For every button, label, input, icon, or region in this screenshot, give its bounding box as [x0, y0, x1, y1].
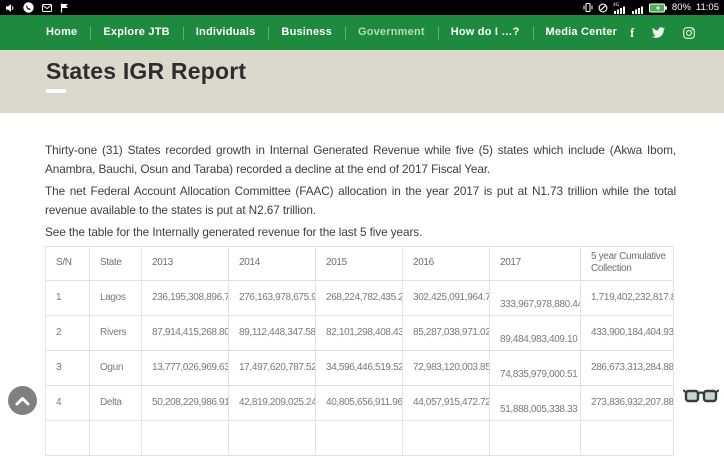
nav-item-media-center[interactable]: Media Center [533, 15, 630, 50]
table-cell: 82,101,298,408.43 [315, 314, 403, 351]
table-cell: 13,777,026,969.63 [141, 349, 229, 386]
table-cell: 17,497,620,787.52 [228, 349, 316, 386]
table-header-cell: 2014 [228, 245, 316, 281]
igr-table-body: 1 Lagos 236,195,308,896.71 276,163,978,675.… [45, 279, 674, 456]
table-cell [89, 419, 142, 456]
table-cell: Rivers [89, 314, 142, 351]
table-row-partial [45, 419, 674, 456]
table-cell [402, 419, 490, 456]
nav-list: Home Explore JTB Individuals Business Govern… [33, 15, 630, 50]
table-cell: 1 [45, 279, 90, 316]
table-cell: 89,112,448,347.58 [228, 314, 316, 351]
table-cell: 44,057,915,472.72 [402, 384, 490, 421]
table-header-cell: State [89, 245, 142, 281]
intro-paragraph-3: See the table for the Internally generat… [45, 225, 423, 239]
signal-sim1-icon: 4G [613, 2, 626, 14]
table-header-cell: S/N [45, 245, 90, 281]
page-title: States IGR Report [46, 58, 247, 84]
scroll-to-top-button[interactable] [8, 386, 37, 415]
table-cell: 286,673,313,284.88 [580, 349, 674, 386]
title-underline [46, 89, 66, 93]
twitter-icon[interactable] [652, 27, 666, 38]
table-cell: 4 [45, 384, 90, 421]
page-header: States IGR Report [0, 50, 724, 113]
table-cell: 302,425,091,964.78 [402, 279, 490, 316]
table-cell: 72,983,120,003.85 [402, 349, 490, 386]
table-cell [580, 419, 674, 456]
clock-time: 11:05 [695, 2, 719, 13]
table-row: 2 Rivers 87,914,415,268.80 89,112,448,347.5… [45, 314, 674, 351]
table-cell [141, 419, 229, 456]
nav-item-how-do-i[interactable]: How do I …? [438, 15, 533, 50]
igr-table: S/N State 2013 2014 2015 2016 2017 5 year Cumul… [45, 245, 674, 456]
table-cell: 40,805,656,911.96 [315, 384, 403, 421]
table-cell: Ogun [89, 349, 142, 386]
table-row: 3 Ogun 13,777,026,969.63 17,497,620,787.52 3… [45, 349, 674, 386]
call-circle-icon [23, 2, 34, 13]
table-cell: 50,208,229,986.91 [141, 384, 229, 421]
table-cell: Lagos [89, 279, 142, 316]
table-cell: 333,967,978,880.44 [489, 279, 581, 316]
nav-item-explore-jtb[interactable]: Explore JTB [90, 15, 182, 50]
table-cell: 85,287,038,971.02 [402, 314, 490, 351]
table-cell [315, 419, 403, 456]
table-header-cell: 2013 [141, 245, 229, 281]
table-header-cell: 2016 [402, 245, 490, 281]
screen-filter-overlay[interactable] [682, 386, 720, 406]
table-cell [228, 419, 316, 456]
intro-paragraph-2: The net Federal Account Allocation Commi… [45, 184, 676, 217]
nav-item-business[interactable]: Business [268, 15, 345, 50]
intro-paragraph-1: Thirty-one (31) States recorded growth i… [45, 143, 676, 176]
table-cell: 87,914,415,268.80 [141, 314, 229, 351]
status-left-icons [5, 2, 69, 13]
table-cell: 268,224,782,435.23 [315, 279, 403, 316]
table-cell [489, 419, 581, 456]
glasses-icon [682, 389, 720, 410]
table-cell [45, 419, 90, 456]
table-cell: 74,835,979,000.51 [489, 349, 581, 386]
table-cell: 236,195,308,896.71 [141, 279, 229, 316]
main-content: Thirty-one (31) States recorded growth i… [0, 113, 724, 456]
table-header-cell: 2015 [315, 245, 403, 281]
signal-sim2-icon [631, 2, 644, 14]
vibrate-icon [583, 2, 593, 13]
mute-icon [598, 3, 608, 13]
table-row: 4 Delta 50,208,229,986.91 42,819,209,025.24… [45, 384, 674, 421]
igr-table-head: S/N State 2013 2014 2015 2016 2017 5 year Cumul… [45, 245, 674, 281]
nav-item-government[interactable]: Government [345, 15, 438, 50]
nav-social-icons: f [630, 26, 696, 39]
table-cell: 34,596,446,519.52 [315, 349, 403, 386]
main-navbar: Home Explore JTB Individuals Business Govern… [0, 15, 724, 50]
flag-icon [60, 3, 69, 13]
table-cell: 3 [45, 349, 90, 386]
table-cell: 2 [45, 314, 90, 351]
table-cell: 276,163,978,675.95 [228, 279, 316, 316]
instagram-icon[interactable] [683, 26, 696, 39]
battery-percent: 80% [671, 2, 691, 13]
table-cell: 273,836,932,207.88 [580, 384, 674, 421]
battery-icon [648, 3, 667, 13]
nav-item-individuals[interactable]: Individuals [183, 15, 269, 50]
nav-item-home[interactable]: Home [46, 26, 78, 38]
table-cell: Delta [89, 384, 142, 421]
volume-icon [5, 3, 15, 13]
table-cell: 51,888,005,338.33 [489, 384, 581, 421]
chevron-up-icon [14, 395, 31, 407]
table-header-cell: 5 year Cumulative Collection [580, 245, 674, 281]
table-cell: 89,484,983,409.10 [489, 314, 581, 351]
message-icon [42, 3, 52, 12]
table-header-cell: 2017 [489, 245, 581, 281]
table-row: 1 Lagos 236,195,308,896.71 276,163,978,675.… [45, 279, 674, 316]
status-bar: 4G 80% 11:05 [0, 0, 724, 15]
status-right-cluster: 4G 80% 11:05 [583, 0, 719, 15]
table-header-row: S/N State 2013 2014 2015 2016 2017 5 year Cumul… [45, 245, 674, 281]
svg-text:4G: 4G [613, 2, 620, 8]
table-cell: 433,900,184,404.93 [580, 314, 674, 351]
table-cell: 42,819,209,025.24 [228, 384, 316, 421]
table-cell: 1,719,402,232,817.89 [580, 279, 674, 316]
